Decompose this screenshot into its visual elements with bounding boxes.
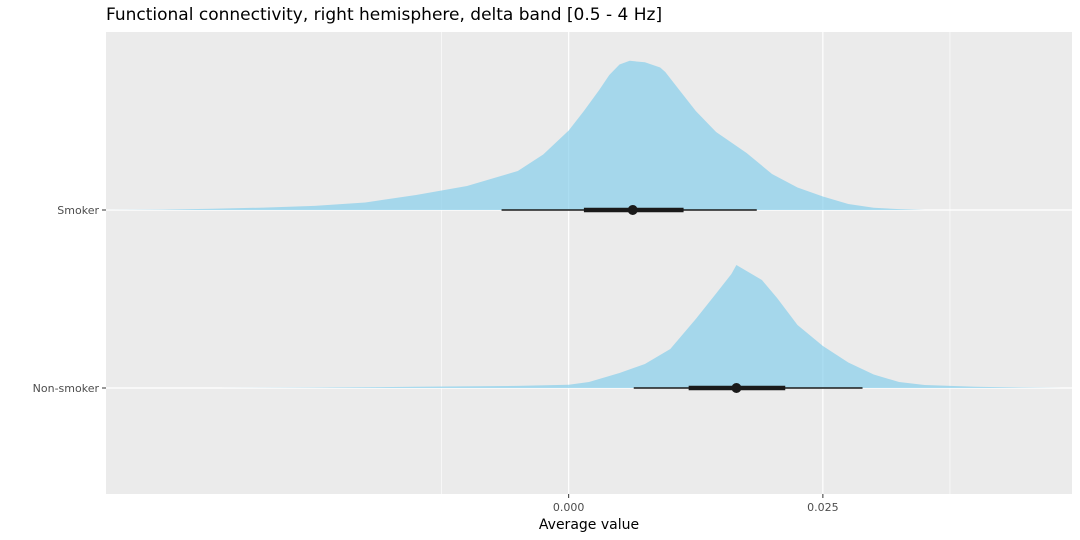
median-point (627, 205, 638, 215)
axis-layer: Smoker Non-smoker 0.000 0.025 (33, 204, 839, 514)
x-tick-label: 0.000 (553, 501, 585, 514)
density-layer (104, 60, 1062, 388)
y-tick-label: Non-smoker (33, 382, 100, 395)
interval-layer (501, 205, 863, 393)
median-point (731, 383, 742, 393)
x-tick-label: 0.025 (807, 501, 839, 514)
x-axis-title: Average value (539, 517, 639, 533)
plot-panel (106, 32, 1072, 494)
chart-title: Functional connectivity, right hemispher… (106, 5, 662, 25)
density-slab (104, 60, 925, 210)
y-tick-label: Smoker (57, 204, 99, 217)
